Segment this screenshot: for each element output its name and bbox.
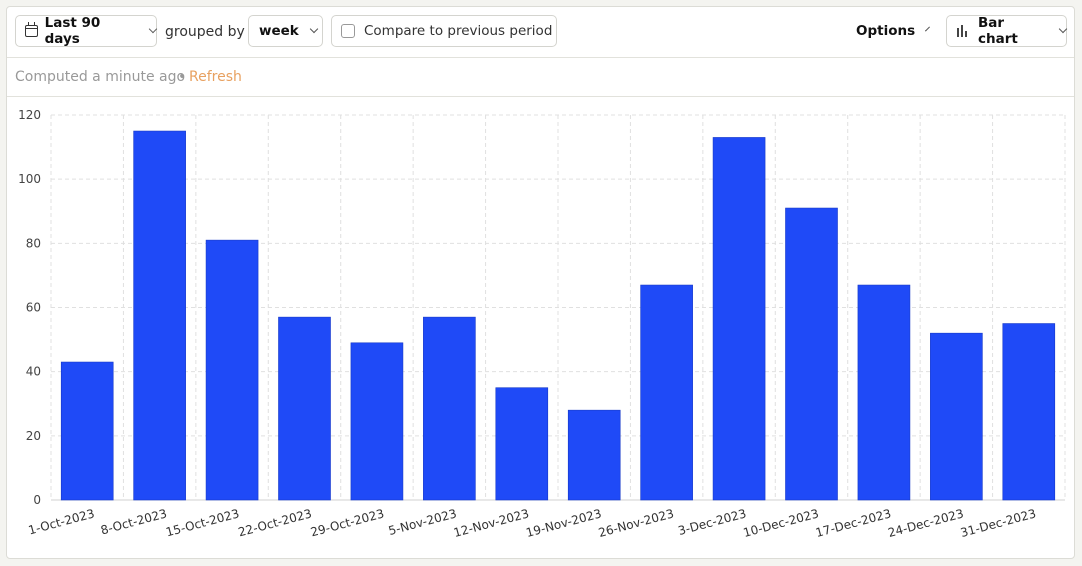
- computed-status: Computed a minute ago: [15, 69, 186, 85]
- bar[interactable]: [712, 137, 766, 501]
- x-tick-label: 29-Oct-2023: [309, 506, 386, 539]
- bar-chart-icon: [957, 25, 969, 37]
- bar[interactable]: [423, 316, 476, 501]
- status-bar: Computed a minute ago • Refresh: [7, 58, 1074, 97]
- y-tick-label: 60: [26, 301, 41, 315]
- chart-type-select[interactable]: Bar chart: [946, 15, 1068, 47]
- calendar-icon: [25, 22, 38, 37]
- bar[interactable]: [1002, 323, 1056, 501]
- x-tick-label: 17-Dec-2023: [814, 506, 893, 540]
- bar[interactable]: [930, 332, 983, 501]
- x-tick-label: 19-Nov-2023: [524, 506, 603, 540]
- bar[interactable]: [60, 361, 114, 501]
- x-tick-label: 3-Dec-2023: [677, 506, 748, 538]
- bar[interactable]: [495, 387, 549, 501]
- y-tick-label: 100: [18, 172, 41, 186]
- date-range-button[interactable]: Last 90 days: [15, 15, 158, 47]
- x-tick-label: 26-Nov-2023: [597, 506, 676, 540]
- x-tick-label: 31-Dec-2023: [959, 506, 1038, 540]
- bar[interactable]: [278, 316, 331, 501]
- chart-type-label: Bar chart: [978, 15, 1018, 47]
- x-tick-label: 1-Oct-2023: [27, 506, 96, 537]
- bar[interactable]: [205, 239, 259, 501]
- x-tick-label: 5-Nov-2023: [387, 506, 458, 538]
- x-tick-label: 8-Oct-2023: [99, 506, 168, 537]
- bar-chart: 0 20 40 60 80 100 120 1-Oct-2023 8-Oct-202315-Oc…: [18, 108, 1066, 540]
- status-separator: •: [178, 69, 187, 85]
- bar[interactable]: [640, 284, 693, 501]
- interval-select[interactable]: week: [248, 15, 323, 47]
- y-tick-label: 120: [18, 108, 41, 122]
- compare-checkbox[interactable]: [341, 24, 355, 38]
- y-tick-label: 40: [26, 365, 41, 379]
- y-tick-label: 20: [26, 429, 41, 443]
- bar[interactable]: [133, 130, 186, 501]
- toolbar: Last 90 days grouped by week Compare to …: [7, 7, 1074, 58]
- compare-checkbox-button[interactable]: Compare to previous period: [331, 15, 557, 47]
- bar[interactable]: [785, 207, 838, 501]
- interval-label: week: [259, 23, 299, 39]
- grouped-by-text: grouped by: [165, 24, 245, 40]
- x-tick-label: 12-Nov-2023: [452, 506, 531, 540]
- compare-label: Compare to previous period: [364, 23, 553, 39]
- refresh-link[interactable]: Refresh: [189, 69, 242, 85]
- options-label: Options: [856, 23, 916, 39]
- bar[interactable]: [350, 342, 404, 501]
- options-button[interactable]: Options: [845, 15, 931, 47]
- y-tick-label: 80: [26, 236, 41, 250]
- x-tick-label: 24-Dec-2023: [886, 506, 965, 540]
- bar[interactable]: [567, 409, 621, 501]
- x-tick-label: 22-Oct-2023: [237, 506, 314, 539]
- x-tick-label: 10-Dec-2023: [742, 506, 821, 540]
- y-tick-label: 0: [33, 493, 41, 507]
- x-tick-label: 15-Oct-2023: [164, 506, 241, 539]
- bar[interactable]: [857, 284, 911, 501]
- date-range-label: Last 90 days: [44, 15, 101, 47]
- insight-panel: Last 90 days grouped by week Compare to …: [6, 6, 1075, 559]
